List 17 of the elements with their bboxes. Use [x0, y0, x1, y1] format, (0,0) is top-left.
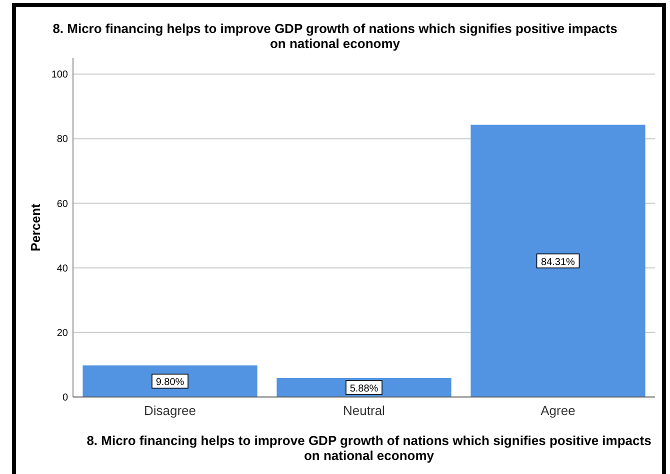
- y-tick-label: 20: [56, 328, 68, 339]
- y-tick-label: 0: [62, 392, 68, 404]
- data-label: 5.88%: [350, 384, 378, 395]
- x-tick-label: Neutral: [343, 403, 386, 418]
- data-label: 9.80%: [156, 377, 184, 388]
- y-tick-label: 40: [56, 263, 68, 274]
- y-axis-title: Percent: [28, 202, 43, 252]
- x-axis-title: 8. Micro financing helps to improve GDP growth of nations which signifies positive impacts on national economy: [86, 433, 652, 463]
- x-tick-label: Agree: [540, 403, 576, 418]
- y-tick-label: 100: [51, 70, 68, 81]
- y-tick-label: 80: [56, 134, 68, 146]
- data-label: 84.31%: [541, 256, 576, 268]
- chart-title: 8. Micro financing helps to improve GDP growth of nations which signifies positive impacts on national economy: [52, 21, 618, 51]
- x-tick-label: Disagree: [144, 403, 196, 418]
- y-tick-label: 60: [56, 198, 68, 210]
- bar: [82, 365, 258, 397]
- bar: [470, 124, 646, 397]
